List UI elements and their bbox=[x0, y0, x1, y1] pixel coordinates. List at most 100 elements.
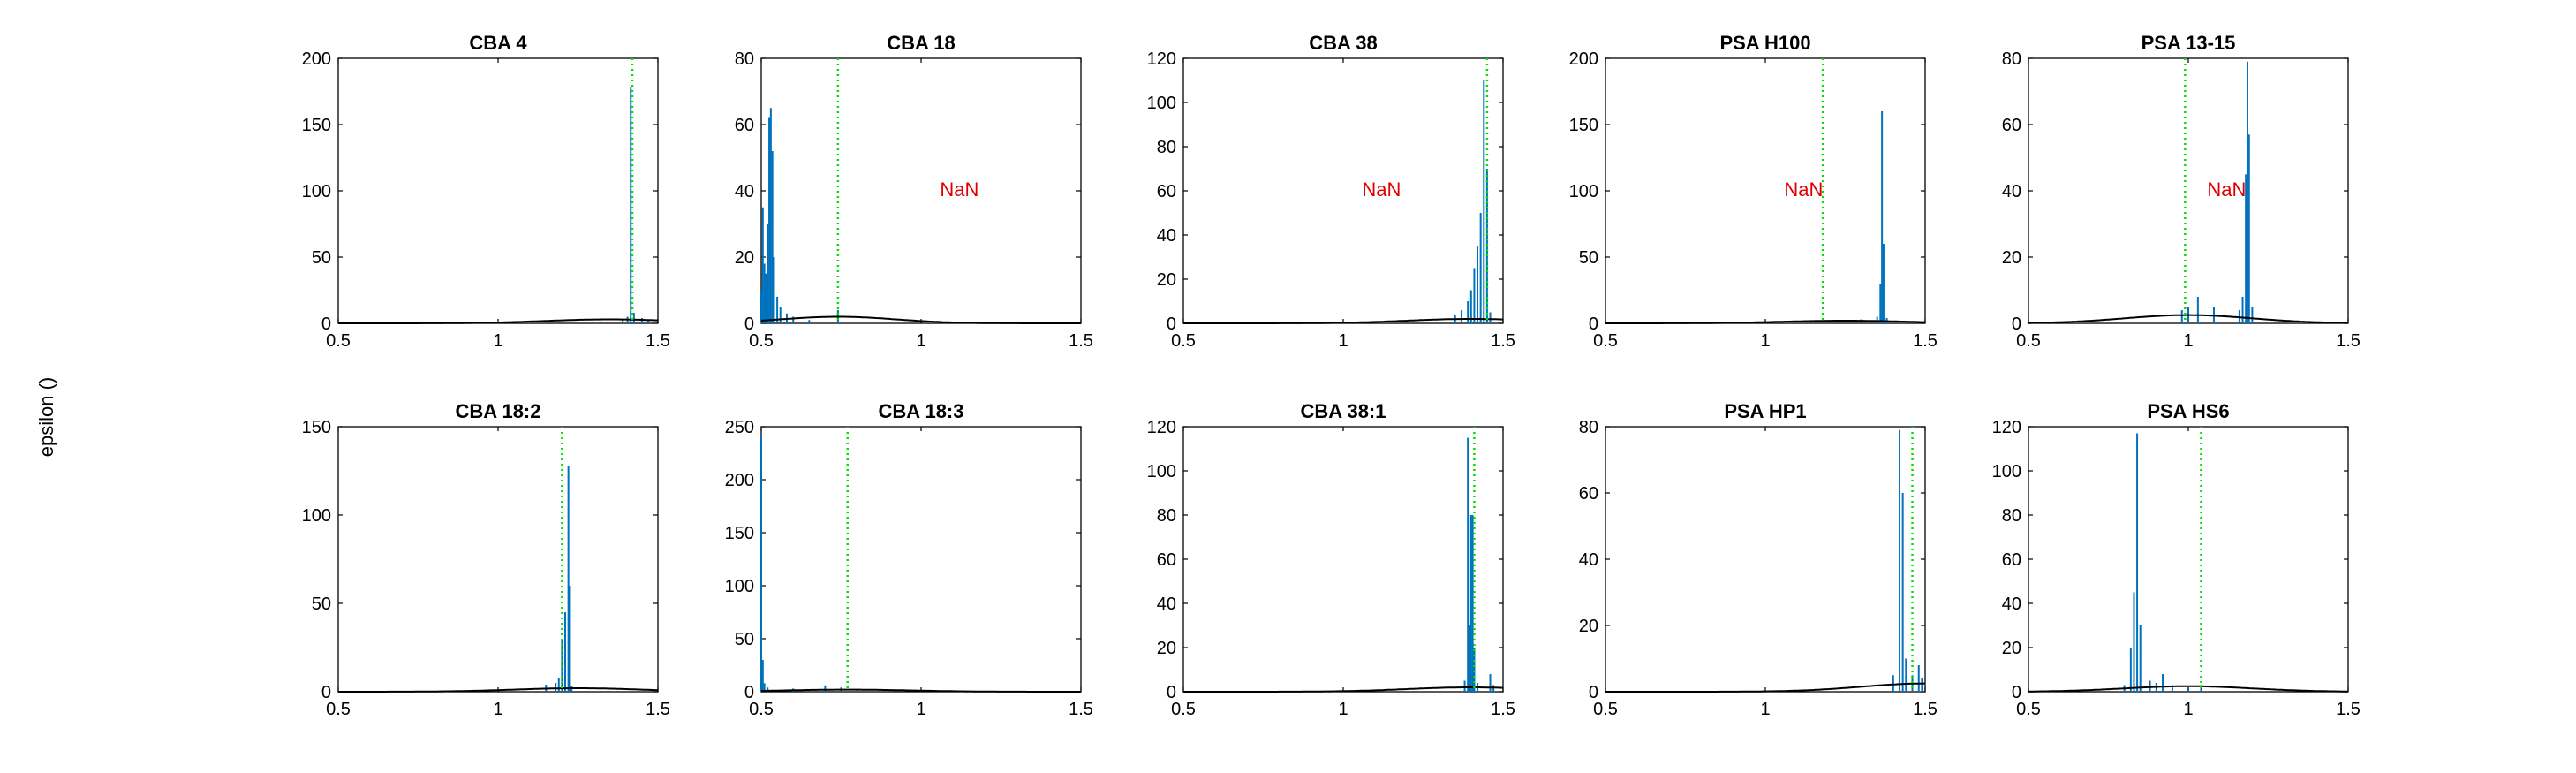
ytick-label: 120 bbox=[1992, 418, 2021, 437]
axes-box bbox=[2028, 426, 2349, 693]
ytick-label: 0 bbox=[321, 683, 331, 702]
ytick-label: 100 bbox=[1147, 462, 1176, 481]
ytick-label: 0 bbox=[1167, 683, 1176, 702]
fit-curve bbox=[338, 687, 659, 693]
ytick-label: 0 bbox=[744, 683, 754, 702]
ytick-label: 20 bbox=[1157, 639, 1176, 658]
xtick-label: 1.5 bbox=[2336, 700, 2361, 719]
subplot-1: CBA 4 0 50 100 150 200 0.5 1 1.5 bbox=[302, 32, 670, 351]
subplot-4: PSA H100 0 50 100 150 200 0.5 1 1.5 NaN bbox=[1569, 32, 1938, 351]
ytick-label: 80 bbox=[2002, 506, 2021, 526]
ytick-label: 80 bbox=[735, 49, 754, 69]
xtick-label: 1.5 bbox=[1491, 700, 1515, 719]
ytick-label: 150 bbox=[302, 116, 331, 135]
subplot-title: PSA 13-15 bbox=[2142, 32, 2236, 54]
ytick-label: 100 bbox=[725, 577, 754, 596]
fit-curve bbox=[1605, 682, 1925, 693]
axes-box bbox=[760, 426, 1082, 693]
ytick-label: 80 bbox=[1157, 506, 1176, 526]
axes-box bbox=[1182, 57, 1504, 324]
ytick-label: 20 bbox=[1579, 617, 1598, 636]
xtick-label: 1.5 bbox=[1913, 331, 1938, 351]
xtick-label: 0.5 bbox=[749, 331, 774, 351]
xtick-label: 1 bbox=[1760, 331, 1770, 351]
ytick-label: 20 bbox=[2002, 639, 2021, 658]
ytick-label: 150 bbox=[1569, 116, 1598, 135]
ytick-label: 50 bbox=[312, 595, 331, 614]
axes-box bbox=[1605, 57, 1926, 324]
subplot-title: PSA H100 bbox=[1719, 32, 1810, 54]
subplot-6: CBA 18:2 0 50 100 150 0.5 1 1.5 bbox=[302, 400, 670, 719]
histogram-series bbox=[1844, 111, 1888, 323]
subplot-title: PSA HP1 bbox=[1724, 400, 1806, 422]
histogram-series bbox=[2180, 61, 2254, 323]
ytick-label: 40 bbox=[735, 182, 754, 201]
fit-curve bbox=[1183, 318, 1504, 324]
nan-annotation: NaN bbox=[1362, 178, 1401, 201]
axes-box bbox=[337, 57, 659, 324]
ytick-label: 50 bbox=[1579, 248, 1598, 268]
xtick-label: 0.5 bbox=[1171, 700, 1196, 719]
xtick-label: 0.5 bbox=[326, 331, 351, 351]
histogram-series bbox=[561, 87, 650, 323]
xtick-label: 1 bbox=[493, 331, 502, 351]
xtick-label: 0.5 bbox=[1593, 700, 1618, 719]
ytick-label: 100 bbox=[302, 506, 331, 526]
histogram-series bbox=[1454, 80, 1492, 323]
ytick-label: 0 bbox=[321, 315, 331, 334]
subplot-title: CBA 18 bbox=[887, 32, 955, 54]
histogram-series bbox=[2123, 433, 2202, 692]
fit-curve bbox=[2028, 314, 2349, 324]
axes-box bbox=[1605, 426, 1926, 693]
ytick-label: 200 bbox=[725, 471, 754, 490]
xtick-label: 1.5 bbox=[646, 331, 670, 351]
xtick-label: 1 bbox=[1338, 331, 1348, 351]
xtick-label: 0.5 bbox=[1171, 331, 1196, 351]
xtick-label: 1.5 bbox=[646, 700, 670, 719]
subplot-10: PSA HS6 0 20 40 60 80 100 120 0.5 1 1.5 bbox=[1992, 400, 2361, 719]
ytick-label: 50 bbox=[735, 630, 754, 649]
ytick-label: 60 bbox=[1157, 550, 1176, 570]
ytick-label: 40 bbox=[1579, 550, 1598, 570]
subplot-title: CBA 38:1 bbox=[1301, 400, 1386, 422]
xtick-label: 1.5 bbox=[2336, 331, 2361, 351]
xtick-label: 1.5 bbox=[1913, 700, 1938, 719]
ytick-label: 100 bbox=[1992, 462, 2021, 481]
ytick-label: 200 bbox=[302, 49, 331, 69]
figure-ylabel: epsilon () bbox=[35, 377, 57, 457]
ytick-label: 0 bbox=[2012, 315, 2021, 334]
ytick-label: 150 bbox=[725, 524, 754, 543]
ytick-label: 250 bbox=[725, 418, 754, 437]
ytick-label: 60 bbox=[2002, 116, 2021, 135]
fit-curve bbox=[761, 688, 1081, 693]
xtick-label: 1 bbox=[2183, 700, 2193, 719]
ytick-label: 40 bbox=[2002, 182, 2021, 201]
xtick-label: 0.5 bbox=[2016, 331, 2041, 351]
histogram-series bbox=[1892, 429, 1923, 692]
xtick-label: 0.5 bbox=[749, 700, 774, 719]
ytick-label: 80 bbox=[1157, 138, 1176, 157]
xtick-label: 1 bbox=[916, 700, 925, 719]
histogram-series bbox=[545, 466, 573, 692]
fit-curve bbox=[2028, 685, 2348, 693]
ytick-label: 100 bbox=[1147, 94, 1176, 113]
xtick-label: 0.5 bbox=[326, 700, 351, 719]
fit-curve bbox=[760, 315, 1081, 324]
ytick-label: 0 bbox=[1589, 683, 1598, 702]
xtick-label: 1 bbox=[1338, 700, 1348, 719]
ytick-label: 60 bbox=[1157, 182, 1176, 201]
histogram-series bbox=[1463, 437, 1495, 692]
subplot-title: CBA 18:2 bbox=[456, 400, 541, 422]
ytick-label: 0 bbox=[744, 315, 754, 334]
histogram-series bbox=[760, 437, 858, 692]
axes-box bbox=[337, 426, 659, 693]
subplot-title: CBA 18:3 bbox=[879, 400, 964, 422]
ytick-label: 80 bbox=[1579, 418, 1598, 437]
nan-annotation: NaN bbox=[1784, 178, 1823, 201]
ytick-label: 40 bbox=[2002, 595, 2021, 614]
ytick-label: 0 bbox=[2012, 683, 2021, 702]
fit-curve bbox=[338, 318, 659, 324]
ytick-label: 0 bbox=[1167, 315, 1176, 334]
histogram-series bbox=[760, 108, 839, 323]
xtick-label: 1.5 bbox=[1069, 331, 1093, 351]
